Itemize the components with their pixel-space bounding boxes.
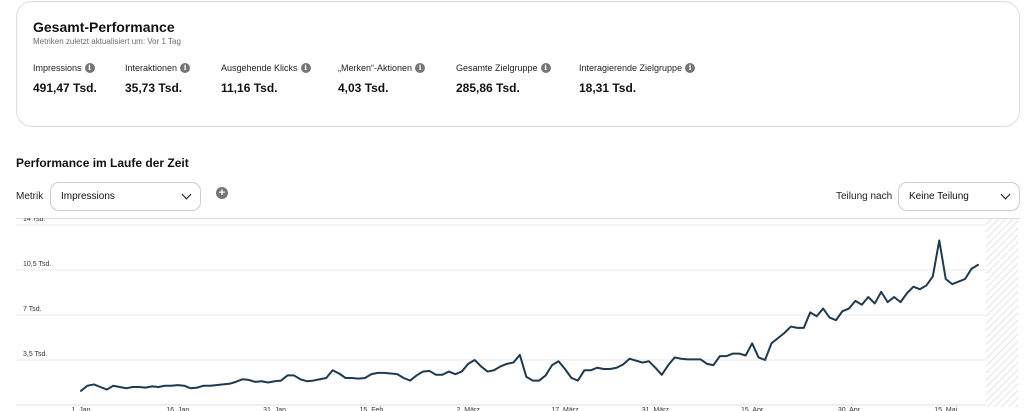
overall-performance-title: Gesamt-Performance [33, 19, 175, 35]
metric-label: Interaktionen [125, 63, 178, 73]
x-tick-label: 15. Feb [360, 407, 384, 411]
split-select-label: Teilung nach [836, 191, 893, 202]
chevron-down-icon [1000, 189, 1011, 200]
metric-label: „Merken“-Aktionen [338, 63, 413, 73]
chevron-down-icon [181, 189, 192, 200]
info-icon[interactable]: i [180, 63, 191, 73]
x-tick-label: 15. Mai [934, 407, 957, 411]
last-updated-text: Metriken zuletzt aktualisiert um: Vor 1 … [33, 37, 181, 46]
x-tick-label: 31. Jan [263, 407, 286, 411]
metric-select-label: Metrik [16, 191, 44, 202]
metric-value: 491,47 Tsd. [33, 81, 97, 95]
y-tick-label: 14 Tsd. [23, 218, 45, 223]
add-metric-icon[interactable]: + [216, 187, 228, 199]
metric-select-value: Impressions [61, 191, 115, 202]
x-tick-label: 1. Jan [71, 407, 90, 411]
split-select[interactable]: Keine Teilung [898, 182, 1020, 211]
metric-label: Interagierende Zielgruppe [579, 63, 683, 73]
metric-outbound-clicks: Ausgehende Klicks i 11,16 Tsd. [221, 62, 311, 95]
y-tick-label: 10,5 Tsd. [23, 261, 51, 268]
line-chart: 3,5 Tsd. 7 Tsd. 10,5 Tsd. 14 Tsd. 1. Jan 16. … [16, 218, 1020, 411]
metric-impressions: Impressions i 491,47 Tsd. [33, 62, 97, 95]
metric-select[interactable]: Impressions [50, 182, 201, 211]
y-tick-label: 7 Tsd. [23, 306, 42, 313]
metric-interactions: Interaktionen i 35,73 Tsd. [125, 62, 191, 95]
x-tick-label: 15. Apr [741, 407, 764, 411]
metric-label: Gesamte Zielgruppe [456, 63, 538, 73]
info-icon[interactable]: i [84, 63, 95, 73]
metric-value: 4,03 Tsd. [338, 81, 389, 95]
metric-value: 11,16 Tsd. [221, 81, 278, 95]
x-tick-label: 16. Jan [166, 407, 189, 411]
y-tick-label: 3,5 Tsd. [23, 351, 47, 358]
x-tick-label: 30. Apr [838, 407, 861, 411]
performance-chart: 3,5 Tsd. 7 Tsd. 10,5 Tsd. 14 Tsd. 1. Jan 16. … [16, 218, 1020, 411]
metric-value: 35,73 Tsd. [125, 81, 183, 95]
metric-total-audience: Gesamte Zielgruppe i 285,86 Tsd. [456, 62, 551, 95]
metric-label: Impressions [33, 63, 82, 73]
performance-over-time-title: Performance im Laufe der Zeit [16, 156, 189, 170]
future-hatch-area [986, 218, 1018, 407]
metric-label: Ausgehende Klicks [221, 63, 298, 73]
info-icon[interactable]: i [685, 63, 696, 73]
metric-value: 285,86 Tsd. [456, 81, 520, 95]
overall-performance-card: Gesamt-Performance Metriken zuletzt aktu… [16, 1, 1020, 127]
metric-value: 18,31 Tsd. [579, 81, 637, 95]
info-icon[interactable]: i [300, 63, 311, 73]
metric-saves: „Merken“-Aktionen i 4,03 Tsd. [338, 62, 426, 95]
info-icon[interactable]: i [540, 63, 551, 73]
x-tick-label: 31. März [642, 407, 670, 411]
info-icon[interactable]: i [415, 63, 426, 73]
split-select-value: Keine Teilung [909, 191, 969, 202]
x-tick-label: 17. März [551, 407, 579, 411]
impressions-series-line[interactable] [80, 239, 979, 392]
x-tick-label: 2. März [457, 407, 481, 411]
metric-engaged-audience: Interagierende Zielgruppe i 18,31 Tsd. [579, 62, 696, 95]
